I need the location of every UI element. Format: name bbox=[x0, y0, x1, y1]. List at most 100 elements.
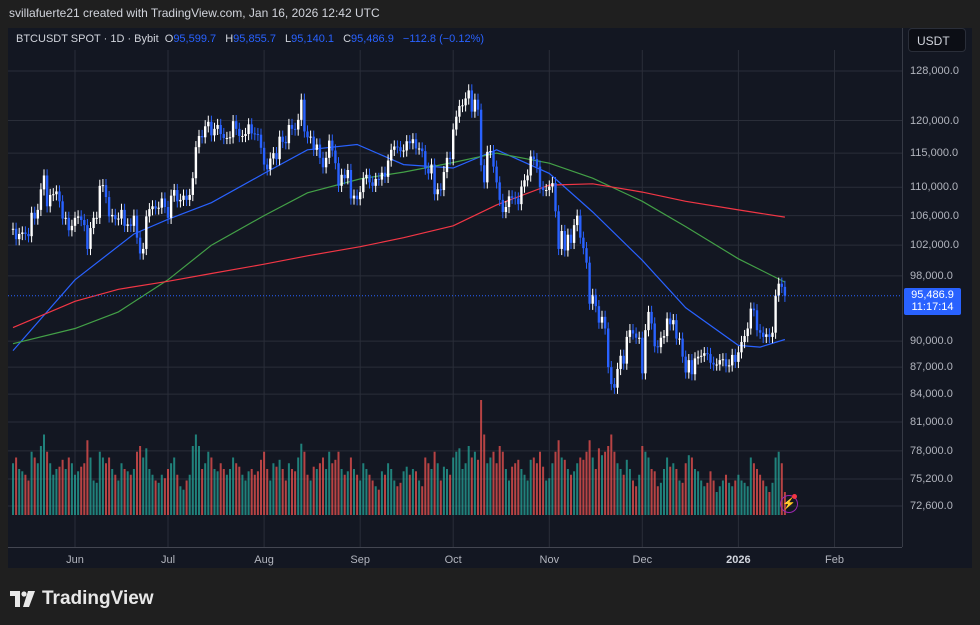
candle-body bbox=[476, 99, 480, 110]
volume-bar bbox=[256, 471, 259, 515]
price-tick-label: 90,000.0 bbox=[910, 335, 953, 348]
volume-bar bbox=[269, 480, 272, 515]
volume-bar bbox=[244, 480, 247, 515]
volume-bar bbox=[492, 451, 495, 515]
volume-bar bbox=[718, 486, 721, 515]
volume-bar bbox=[253, 474, 256, 515]
volume-bar bbox=[353, 469, 355, 515]
candle-body bbox=[464, 98, 467, 106]
candle-body bbox=[492, 151, 495, 167]
volume-bar bbox=[322, 457, 324, 515]
volume-bar bbox=[101, 457, 104, 515]
candle-body bbox=[489, 151, 492, 153]
time-tick-label: Nov bbox=[539, 554, 560, 566]
candle-body bbox=[86, 225, 89, 249]
volume-bar bbox=[303, 451, 306, 515]
candle-body bbox=[529, 156, 532, 176]
volume-bar bbox=[557, 440, 560, 515]
candle-body bbox=[709, 354, 712, 363]
volume-bar bbox=[635, 486, 638, 515]
candle-body bbox=[321, 157, 325, 168]
time-tick-label: Jun bbox=[66, 554, 84, 566]
candle-body bbox=[703, 353, 706, 356]
candle-body bbox=[439, 189, 442, 191]
volume-bar bbox=[30, 451, 33, 515]
volume-bar bbox=[399, 482, 402, 515]
volume-bar bbox=[132, 469, 135, 515]
candle-body bbox=[89, 228, 92, 249]
candle-body bbox=[278, 136, 281, 160]
close-label: C bbox=[343, 33, 352, 45]
volume-bar bbox=[408, 474, 411, 515]
candle-body bbox=[315, 144, 318, 150]
volume-bar bbox=[728, 482, 731, 515]
volume-bar bbox=[625, 459, 628, 515]
candle-body bbox=[483, 165, 486, 183]
volume-bar bbox=[173, 457, 176, 515]
symbol-name[interactable]: BTCUSDT SPOT · 1D · Bybit bbox=[16, 33, 159, 45]
candle-body bbox=[151, 206, 154, 210]
price-axis[interactable] bbox=[902, 28, 973, 547]
volume-bar bbox=[610, 434, 613, 515]
volume-bar bbox=[591, 457, 594, 515]
candle-body bbox=[619, 355, 622, 369]
price-tick-label: 84,000.0 bbox=[910, 388, 953, 401]
chart-credit: svillafuerte21 created with TradingView.… bbox=[9, 6, 380, 20]
volume-bar bbox=[163, 478, 166, 515]
candle-body bbox=[452, 129, 455, 160]
candle-body bbox=[213, 128, 216, 136]
candle-body bbox=[179, 199, 182, 202]
price-chart[interactable] bbox=[8, 50, 902, 547]
volume-bar bbox=[235, 463, 238, 515]
candle-body bbox=[557, 211, 560, 249]
volume-bar bbox=[700, 480, 703, 515]
candle-body bbox=[368, 174, 371, 183]
candle-body bbox=[101, 185, 105, 187]
volume-bar bbox=[762, 480, 765, 515]
volume-bar bbox=[613, 451, 616, 515]
candle-body bbox=[638, 337, 641, 339]
candle-body bbox=[132, 215, 136, 226]
candle-body bbox=[665, 318, 669, 337]
volume-bar bbox=[359, 480, 362, 515]
candle-body bbox=[718, 360, 721, 365]
volume-bar bbox=[83, 463, 86, 515]
volume-bar bbox=[461, 469, 464, 515]
volume-bar bbox=[278, 459, 281, 515]
volume-bar bbox=[207, 451, 210, 515]
candle-body bbox=[259, 134, 263, 148]
lightning-icon[interactable]: ⚡ bbox=[780, 495, 798, 513]
volume-bar bbox=[554, 451, 557, 515]
volume-bar bbox=[749, 457, 752, 515]
volume-bar bbox=[318, 463, 321, 515]
candle-body bbox=[752, 308, 756, 311]
volume-bar bbox=[154, 480, 157, 515]
candle-body bbox=[80, 216, 83, 221]
volume-bar bbox=[39, 446, 42, 515]
candle-body bbox=[238, 128, 241, 136]
volume-bar bbox=[663, 469, 665, 515]
candle-body bbox=[281, 136, 284, 142]
candle-body bbox=[597, 306, 601, 323]
candle-body bbox=[126, 224, 129, 226]
volume-bar bbox=[136, 451, 138, 515]
currency-unit-button[interactable]: USDT bbox=[908, 28, 966, 52]
candle-body bbox=[572, 225, 576, 243]
candle-body bbox=[355, 195, 359, 200]
candle-body bbox=[414, 139, 418, 149]
candle-body bbox=[712, 362, 715, 365]
volume-bar bbox=[511, 466, 514, 515]
time-axis[interactable] bbox=[8, 547, 902, 569]
candle-body bbox=[275, 153, 278, 160]
candle-body bbox=[120, 209, 123, 219]
candle-body bbox=[117, 218, 120, 220]
volume-bar bbox=[204, 463, 207, 515]
candle-body bbox=[225, 137, 229, 139]
volume-bar bbox=[362, 463, 365, 515]
candle-body bbox=[365, 174, 368, 179]
volume-bar bbox=[405, 466, 408, 515]
volume-bar bbox=[653, 471, 656, 515]
volume-bar bbox=[430, 469, 433, 515]
volume-bar bbox=[777, 451, 780, 515]
candle-body bbox=[24, 232, 27, 234]
